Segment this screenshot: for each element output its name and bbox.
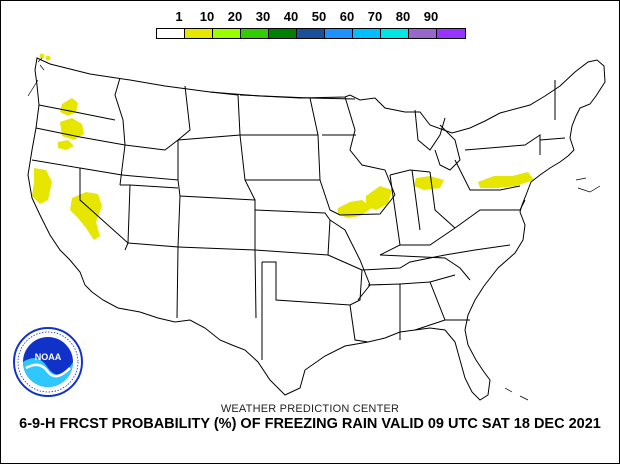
freezing-rain-speck [45, 55, 51, 61]
legend-label: 10 [199, 9, 215, 24]
freezing-rain-speck [39, 53, 45, 59]
credit-label: WEATHER PREDICTION CENTER [220, 403, 400, 415]
legend-label: 80 [395, 9, 411, 24]
legend-labels: 1 10 20 30 40 50 60 70 80 90 [156, 9, 468, 25]
legend-label: 20 [227, 9, 243, 24]
legend-swatch [409, 29, 437, 38]
probability-legend: 1 10 20 30 40 50 60 70 80 90 [0, 0, 620, 44]
us-outline [27, 57, 606, 401]
legend-swatch [241, 29, 269, 38]
legend-swatch [185, 29, 213, 38]
noaa-logo: NOAA [12, 326, 84, 398]
legend-swatch [157, 29, 185, 38]
legend-swatch [381, 29, 409, 38]
freezing-rain-area [478, 172, 534, 188]
freezing-rain-area [58, 140, 74, 150]
noaa-logo-text: NOAA [35, 352, 62, 362]
legend-swatch [297, 29, 325, 38]
legend-label: 50 [311, 9, 327, 24]
freezing-rain-area [70, 192, 102, 240]
legend-label: 60 [339, 9, 355, 24]
legend-swatch [213, 29, 241, 38]
freezing-rain-area [60, 98, 78, 116]
legend-swatch [353, 29, 381, 38]
freezing-rain-areas [32, 53, 534, 240]
legend-label: 70 [367, 9, 383, 24]
freezing-rain-area [32, 168, 52, 204]
freezing-rain-area [338, 200, 372, 218]
legend-label: 40 [283, 9, 299, 24]
legend-label: 1 [175, 9, 183, 24]
legend-swatches [156, 28, 466, 39]
legend-label: 30 [255, 9, 271, 24]
legend-label: 90 [423, 9, 439, 24]
freezing-rain-area [414, 176, 444, 190]
map-title: 6-9-H FRCST PROBABILITY (%) OF FREEZING … [19, 416, 601, 432]
legend-swatch [437, 29, 465, 38]
ocean-coastline-detail [27, 57, 601, 401]
legend-swatch [269, 29, 297, 38]
legend-swatch [325, 29, 353, 38]
freezing-rain-area [366, 186, 392, 210]
